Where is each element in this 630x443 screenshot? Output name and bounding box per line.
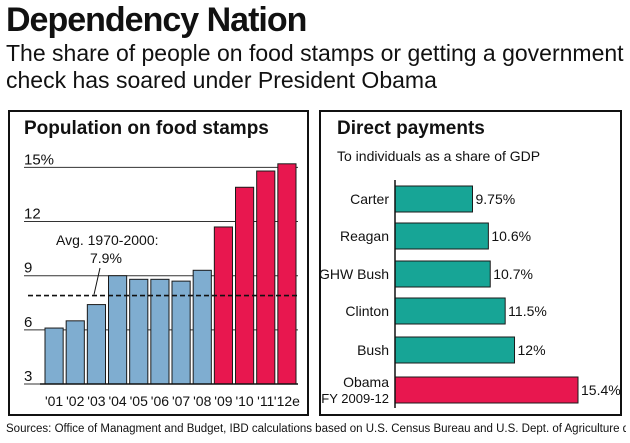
bar	[394, 376, 579, 404]
sources-footnote: Sources: Office of Managment and Budget,…	[6, 423, 626, 435]
average-label: Avg. 1970-2000:	[56, 232, 159, 248]
direct-payments-chart-title: Direct payments	[337, 118, 485, 139]
x-tick-label: '04	[108, 393, 126, 409]
direct-payments-chart: 9.75% Carter 10.6% Reagan 10.7% GHW Bush 11.5%…	[319, 180, 621, 408]
value-label: 11.5%	[508, 303, 547, 319]
average-value-label: 7.9%	[90, 250, 122, 266]
x-tick-label: '08	[193, 393, 211, 409]
x-tick-label: '11	[257, 393, 274, 409]
y-tick-label: 15%	[24, 151, 54, 168]
value-label: 15.4%	[581, 382, 621, 398]
bar	[256, 170, 276, 385]
y-tick-label: 9	[24, 260, 32, 277]
bar	[108, 275, 128, 385]
x-tick-label: '05	[130, 393, 148, 409]
x-tick-label: '06	[151, 393, 169, 409]
bar	[171, 280, 191, 385]
y-tick-label: 12	[24, 206, 41, 223]
bar	[394, 185, 473, 213]
bar	[394, 336, 516, 364]
bar	[394, 222, 489, 250]
x-tick-label: '07	[172, 393, 190, 409]
bar	[213, 226, 233, 385]
bar	[44, 327, 64, 385]
bar	[192, 269, 212, 385]
category-label: Clinton	[345, 303, 389, 319]
x-tick-label: '01	[45, 393, 63, 409]
x-tick-label: '09	[214, 393, 232, 409]
bar	[86, 304, 107, 385]
value-label: 9.75%	[475, 191, 515, 207]
y-tick-label: 6	[24, 314, 32, 331]
bar	[65, 320, 85, 385]
x-tick-label: '03	[87, 393, 105, 409]
x-tick-label: '02	[66, 393, 84, 409]
page-subtitle: The share of people on food stamps or ge…	[6, 40, 624, 93]
food-stamps-chart-title: Population on food stamps	[24, 118, 269, 139]
food-stamps-panel: Population on food stamps 3 6 9 12 15% '01'02…	[8, 110, 309, 416]
category-sublabel: FY 2009-12	[321, 391, 389, 406]
x-tick-label: '10	[235, 393, 253, 409]
y-tick-label: 3	[24, 368, 32, 385]
value-label: 10.7%	[493, 266, 533, 282]
category-label: Carter	[350, 191, 389, 207]
category-label: Bush	[357, 342, 389, 358]
page-title: Dependency Nation	[6, 1, 307, 39]
category-label: GHW Bush	[319, 266, 389, 282]
direct-payments-chart-subtitle: To individuals as a share of GDP	[337, 148, 541, 164]
direct-payments-panel: Direct payments To individuals as a shar…	[319, 110, 622, 416]
x-tick-label: '12e	[274, 393, 300, 409]
food-stamps-chart: 3691215%'01'02'03'04'05'06'07'08'09'10'1…	[24, 151, 300, 409]
bar	[394, 260, 491, 288]
value-label: 12%	[518, 342, 546, 358]
value-label: 10.6%	[491, 228, 531, 244]
bar	[277, 163, 297, 385]
category-label: Obama	[343, 374, 389, 390]
category-label: Reagan	[340, 228, 389, 244]
average-leader-line	[93, 267, 101, 295]
bar	[394, 297, 506, 325]
bar	[235, 186, 255, 385]
